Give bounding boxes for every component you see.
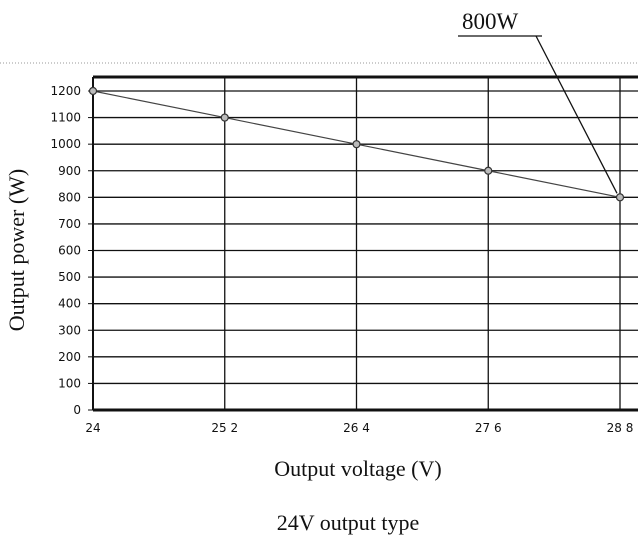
data-point (220, 113, 229, 122)
y-tick-label: 600 (58, 244, 81, 258)
series-line (88, 86, 625, 202)
annotation-leader (535, 35, 618, 194)
annotation: 800W (458, 9, 618, 194)
y-tick-labels: 0 100 200 300 400 500 600 700 800 900 1000 1100 1200 (50, 84, 81, 417)
y-tick-label: 100 (58, 376, 81, 390)
x-tick-label: 26 4 (343, 421, 370, 435)
y-axis-title: Output power (W) (4, 169, 29, 332)
y-tick-label: 200 (58, 350, 81, 364)
x-tick-label: 28 8 (607, 421, 634, 435)
y-tick-label: 500 (58, 270, 81, 284)
grid (88, 77, 638, 411)
chart-caption: 24V output type (277, 510, 420, 535)
y-tick-label: 900 (58, 164, 81, 178)
data-point (88, 86, 98, 96)
x-tick-labels: 24 25 2 26 4 27 6 28 8 (85, 421, 633, 435)
x-axis-title: Output voltage (V) (274, 456, 441, 481)
x-tick-label: 27 6 (475, 421, 502, 435)
data-point (484, 166, 493, 175)
x-tick-label: 24 (85, 421, 100, 435)
annotation-label: 800W (462, 9, 519, 34)
y-tick-label: 700 (58, 217, 81, 231)
y-tick-label: 800 (58, 190, 81, 204)
y-tick-label: 1200 (50, 84, 81, 98)
x-tick-label: 25 2 (211, 421, 238, 435)
plot-frame (92, 75, 638, 412)
data-point (615, 193, 625, 202)
data-point (352, 140, 361, 149)
y-tick-label: 1000 (50, 137, 81, 151)
y-tick-label: 1100 (50, 111, 81, 125)
y-tick-label: 400 (58, 297, 81, 311)
y-tick-label: 0 (73, 403, 81, 417)
y-tick-label: 300 (58, 323, 81, 337)
